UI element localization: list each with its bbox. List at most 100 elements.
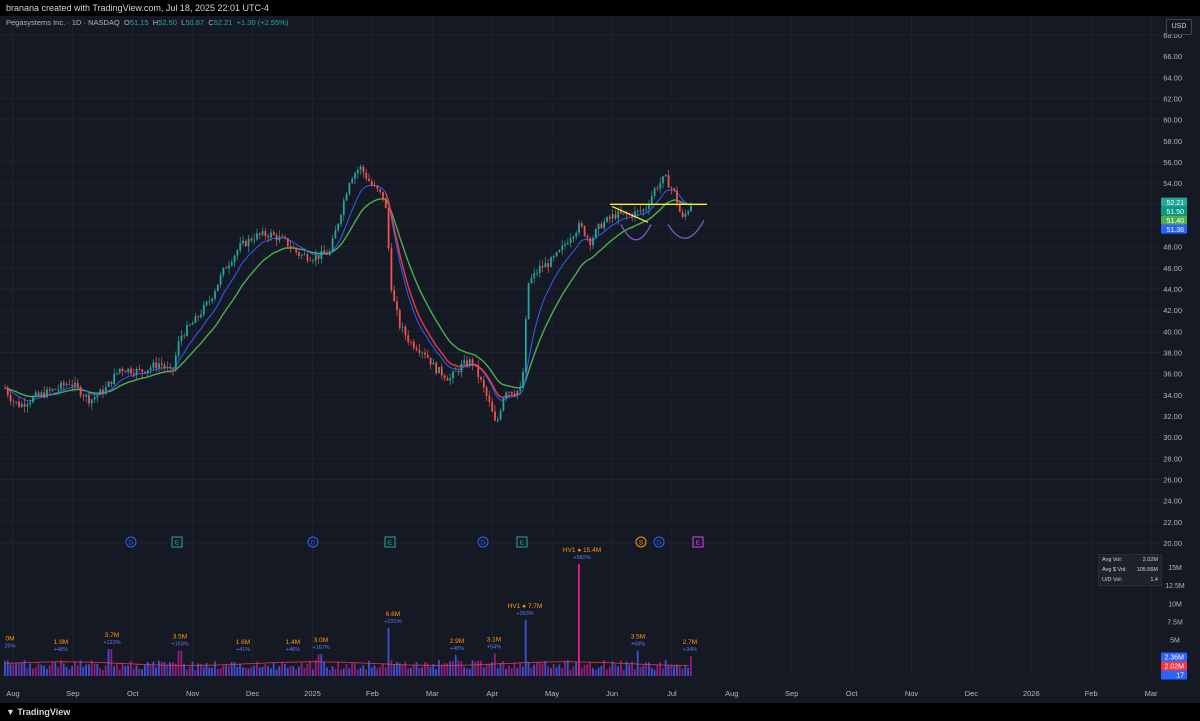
- candle-down: [76, 382, 79, 388]
- candle-down: [79, 387, 82, 396]
- candle-down: [667, 175, 670, 188]
- split-marker[interactable]: [635, 536, 647, 548]
- dividend-marker[interactable]: [653, 536, 665, 548]
- time-axis-label: Sep: [66, 689, 79, 698]
- volume-bar: [670, 664, 673, 676]
- symbol-legend[interactable]: Pegasystems Inc. · 1D · NASDAQ O51.15 H5…: [6, 18, 288, 27]
- candle-down: [418, 350, 421, 353]
- candle-up: [29, 402, 32, 405]
- volume-bar: [188, 666, 191, 676]
- candle-down: [393, 290, 396, 302]
- candle-down: [440, 366, 443, 376]
- candle-up: [334, 230, 337, 239]
- volume-bar: [300, 662, 303, 676]
- candle-down: [281, 236, 284, 238]
- volume-bar: [104, 665, 107, 676]
- volume-bar: [158, 660, 160, 676]
- candle-up: [174, 355, 177, 370]
- candle-up: [149, 367, 152, 370]
- dividend-marker[interactable]: [125, 536, 137, 548]
- footer-bar: ▼ TradingView: [0, 703, 1200, 721]
- earnings-marker[interactable]: [384, 536, 396, 548]
- candle-up: [340, 214, 342, 224]
- candle-up: [222, 267, 225, 276]
- candle-up: [348, 183, 351, 194]
- earnings-upcoming-marker[interactable]: [692, 536, 704, 548]
- candle-up: [496, 419, 499, 421]
- volume-bar: [60, 660, 62, 676]
- volume-bar: [443, 663, 446, 676]
- volume-bar: [617, 666, 619, 676]
- dividend-marker[interactable]: [477, 536, 489, 548]
- candle-down: [172, 367, 174, 370]
- candle-up: [219, 275, 222, 285]
- volume-bar: [452, 661, 454, 676]
- volume-pct-annotation: +48%: [54, 647, 68, 653]
- volume-bar: [426, 663, 429, 676]
- candle-up: [239, 243, 242, 251]
- candle-down: [275, 234, 278, 241]
- candle-down: [670, 187, 673, 189]
- volume-bar: [82, 666, 85, 676]
- event-letter: D: [481, 540, 486, 547]
- candle-down: [676, 190, 678, 204]
- currency-button[interactable]: USD: [1166, 19, 1192, 35]
- volume-bar: [519, 662, 521, 676]
- candle-down: [387, 208, 390, 249]
- volume-bar: [597, 667, 600, 676]
- volume-bar: [667, 665, 670, 676]
- dividend-marker[interactable]: [307, 536, 319, 548]
- candle-up: [214, 291, 216, 299]
- candle-down: [9, 394, 12, 402]
- volume-bar: [253, 665, 255, 676]
- candle-down: [110, 381, 113, 385]
- candle-up: [270, 232, 272, 238]
- candle-up: [592, 237, 594, 246]
- volume-bar: [113, 666, 115, 676]
- volume-bar: [62, 663, 65, 676]
- candle-down: [370, 181, 373, 186]
- volume-bar: [79, 660, 82, 676]
- volume-bar: [642, 665, 645, 676]
- candle-up: [552, 256, 555, 258]
- candle-up: [228, 265, 230, 269]
- candle-down: [48, 389, 51, 391]
- candle-down: [138, 368, 141, 370]
- candle-down: [197, 316, 200, 318]
- candle-up: [188, 324, 191, 326]
- candle-up: [524, 319, 527, 372]
- candle-down: [376, 185, 379, 190]
- tradingview-logo[interactable]: ▼ TradingView: [6, 703, 70, 721]
- price-tag: [1161, 197, 1187, 207]
- volume-bar: [93, 663, 96, 676]
- volume-bar: [536, 662, 538, 676]
- price-axis-label: 54.00: [1163, 179, 1182, 188]
- price-axis-label: 26.00: [1163, 476, 1182, 485]
- volume-bars: [4, 564, 692, 676]
- volume-bar: [233, 662, 236, 676]
- event-letter: E: [520, 540, 525, 547]
- candle-down: [317, 255, 320, 259]
- volume-bar: [345, 664, 348, 676]
- volume-pct-annotation: +167%: [312, 645, 329, 651]
- candle-up: [26, 404, 29, 407]
- candle-down: [160, 363, 163, 366]
- candle-up: [186, 325, 188, 336]
- volume-bar: [390, 660, 393, 676]
- earnings-marker[interactable]: [171, 536, 183, 548]
- time-axis-label: Dec: [965, 689, 979, 698]
- volume-bar: [687, 667, 689, 676]
- volume-annotation: HV1 ● 15.4M: [563, 547, 601, 554]
- time-axis-label: Feb: [1085, 689, 1098, 698]
- volume-bar: [26, 668, 29, 676]
- earnings-marker[interactable]: [516, 536, 528, 548]
- volume-bar: [264, 664, 267, 676]
- volume-pct-annotation: +54%: [487, 644, 501, 650]
- volume-bar: [365, 669, 367, 676]
- event-letter: D: [657, 540, 662, 547]
- volume-bar: [662, 668, 664, 676]
- candle-up: [118, 368, 121, 373]
- volume-bar: [6, 660, 9, 676]
